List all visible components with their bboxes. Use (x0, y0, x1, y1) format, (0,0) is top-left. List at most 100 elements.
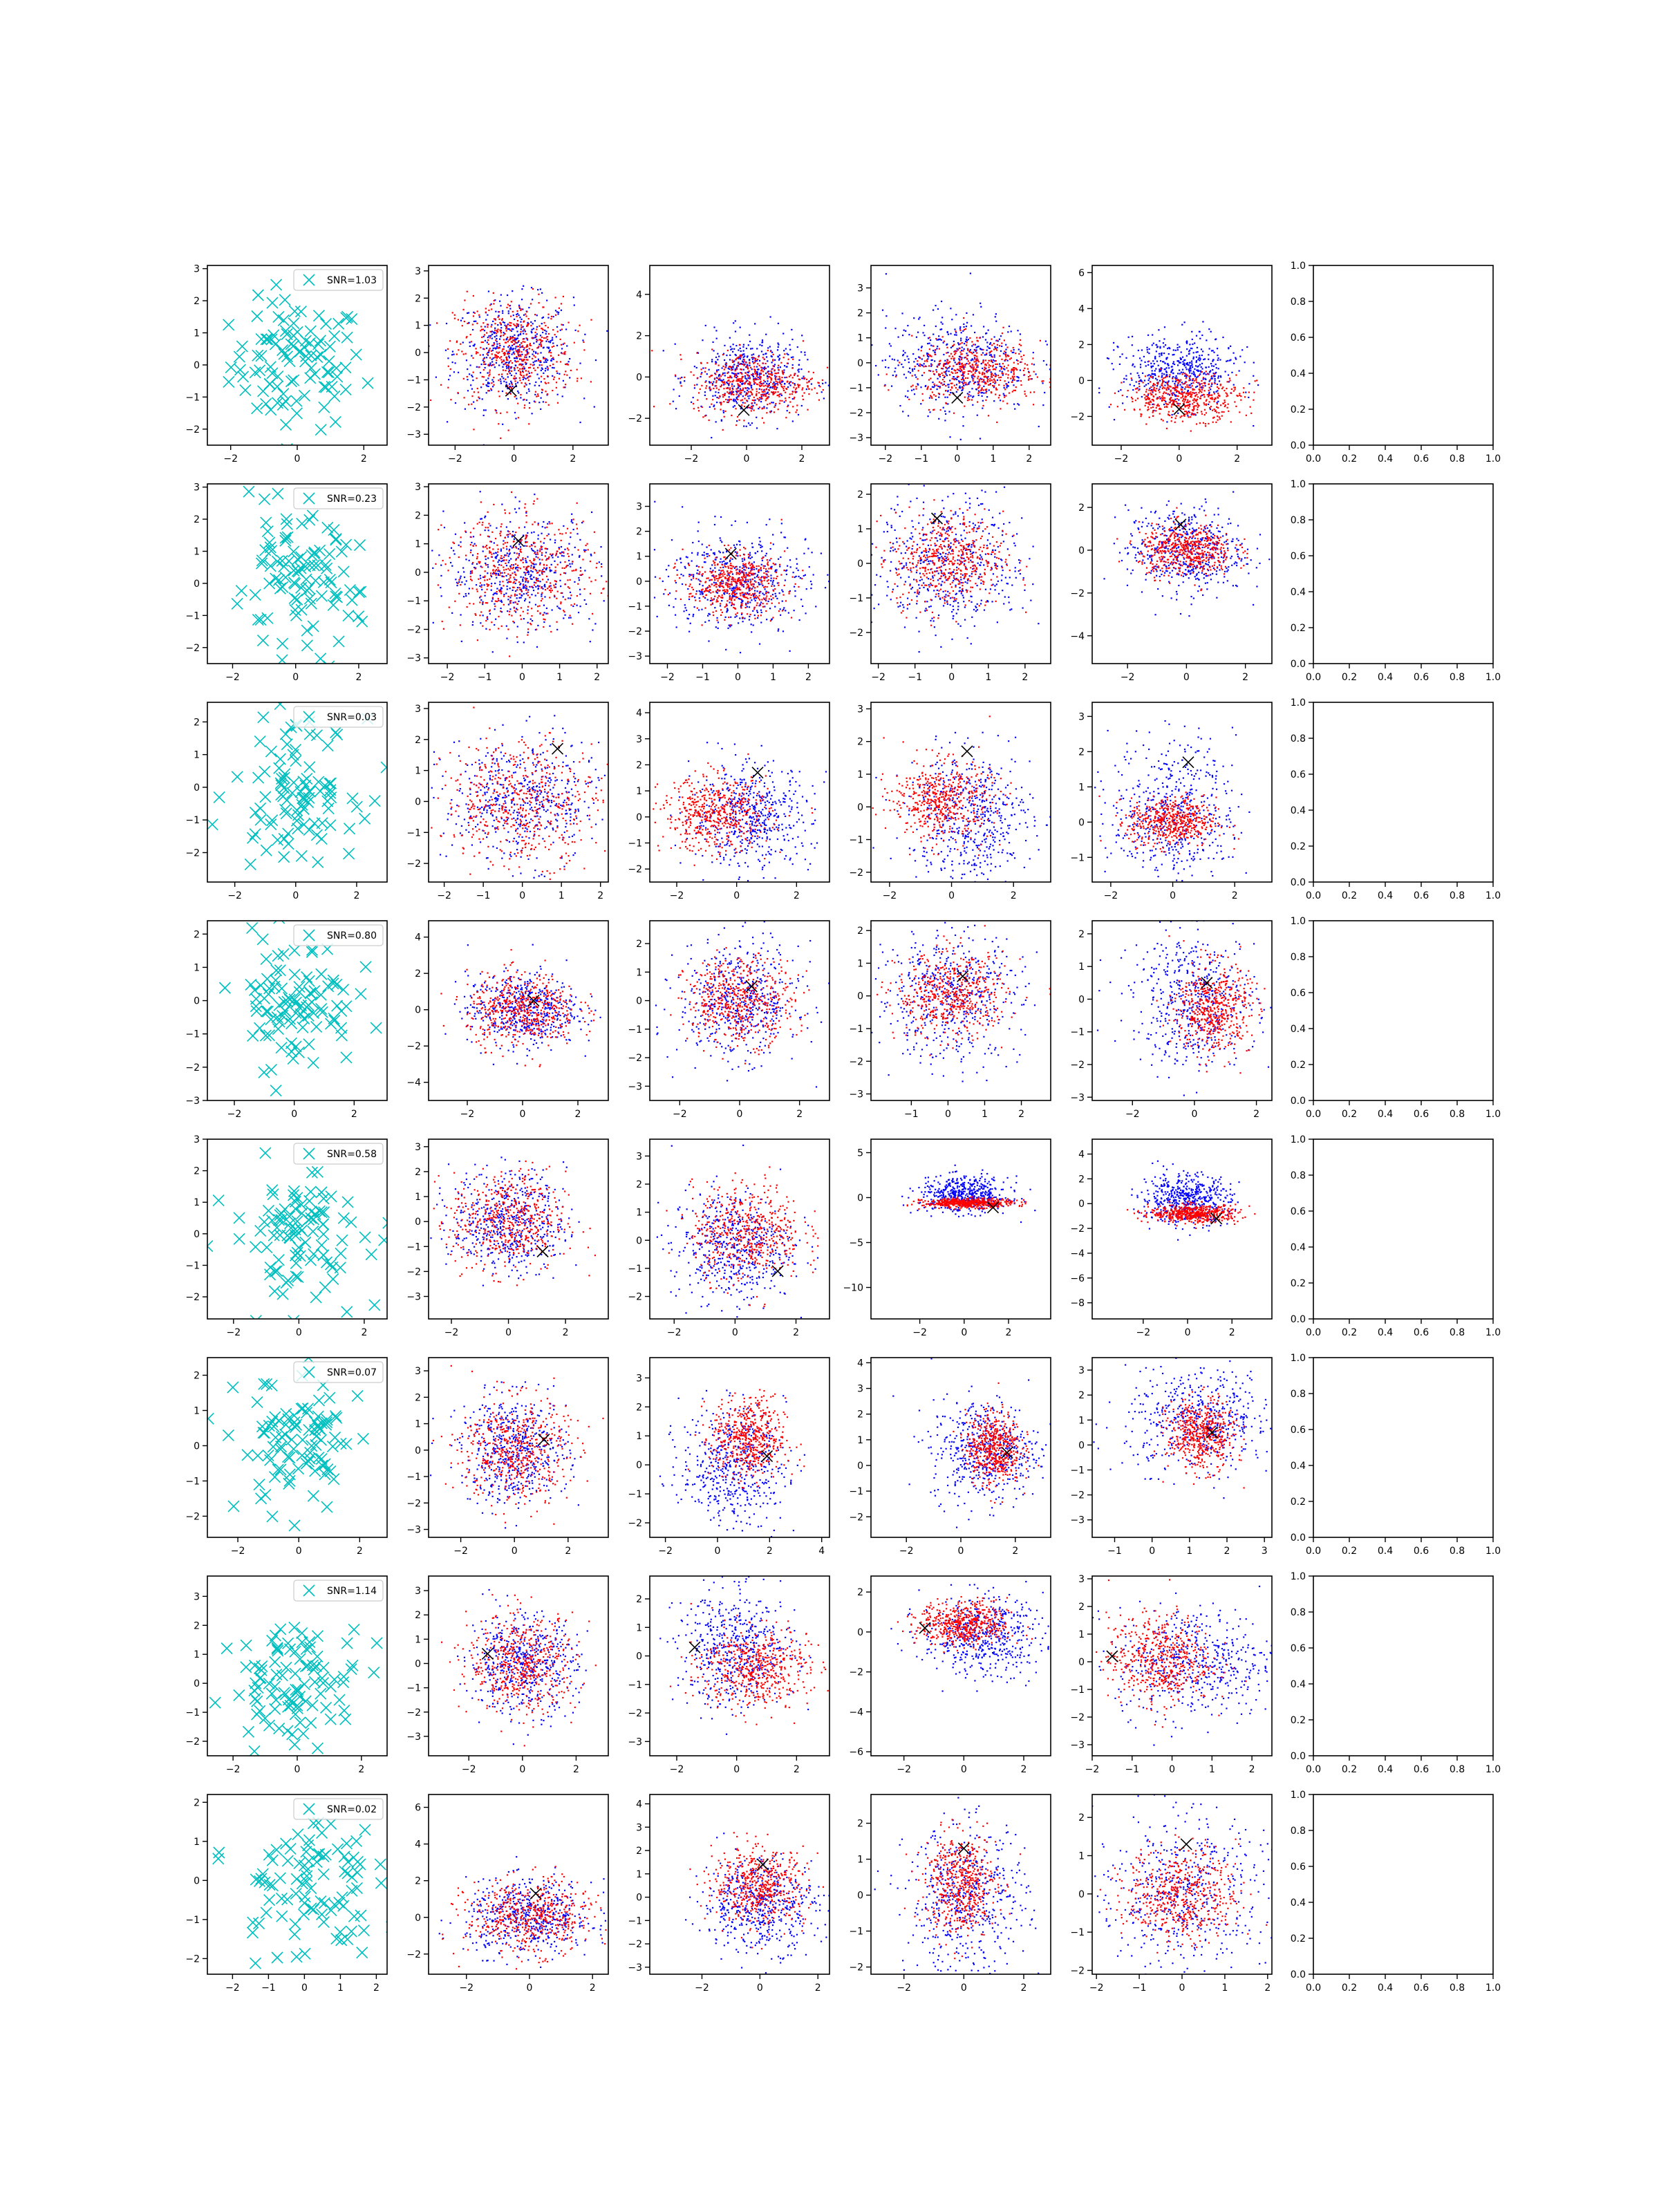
point-series-b (506, 411, 508, 413)
point-series-a (536, 333, 538, 335)
point-series-a (735, 374, 738, 376)
point-series-a (514, 411, 516, 414)
point-series-a (577, 611, 580, 614)
point-series-a (1174, 393, 1176, 396)
sample-point (276, 581, 289, 593)
point-series-a (497, 561, 499, 563)
point-series-b (964, 356, 967, 359)
point-series-a (490, 541, 492, 543)
point-series-b (500, 437, 502, 440)
point-series-a (995, 320, 997, 322)
point-series-a (783, 369, 785, 371)
point-series-a (1200, 348, 1203, 350)
point-series-a (460, 319, 462, 321)
point-series-a (547, 523, 549, 525)
point-series-a (517, 547, 520, 550)
point-series-a (1194, 368, 1196, 371)
point-series-a (954, 350, 956, 352)
point-series-a (541, 367, 543, 369)
point-series-a (1145, 384, 1147, 386)
point-series-b (1145, 388, 1147, 391)
point-series-a (1253, 424, 1255, 427)
point-series-b (731, 361, 734, 364)
point-series-a (482, 615, 484, 617)
point-series-b (1136, 391, 1138, 393)
point-series-b (543, 377, 545, 380)
point-series-a (505, 625, 507, 627)
point-series-b (740, 389, 742, 391)
point-series-b (503, 575, 505, 578)
point-series-a (451, 354, 453, 356)
point-series-a (461, 581, 463, 583)
point-series-b (1162, 397, 1164, 400)
point-series-a (542, 331, 544, 334)
point-series-b (775, 379, 777, 381)
point-series-a (526, 577, 528, 580)
point-series-b (525, 536, 527, 538)
point-series-b (519, 379, 521, 382)
y-tick-label: −2 (406, 402, 421, 413)
point-series-a (758, 374, 761, 376)
point-series-a (522, 579, 524, 581)
point-series-b (507, 359, 509, 361)
point-series-b (1136, 388, 1138, 390)
point-series-b (1003, 366, 1005, 368)
point-series-b (573, 341, 575, 344)
point-series-b (558, 548, 561, 550)
point-series-a (742, 358, 744, 361)
point-series-b (765, 395, 767, 397)
point-series-a (533, 566, 536, 568)
point-series-a (1174, 349, 1177, 351)
point-series-a (728, 396, 730, 398)
point-series-a (508, 553, 510, 555)
sample-point (260, 397, 272, 410)
point-series-b (744, 402, 746, 404)
point-series-b (1132, 397, 1134, 400)
point-series-a (579, 554, 581, 557)
point-series-a (738, 390, 740, 392)
point-series-a (500, 611, 503, 613)
point-series-a (549, 349, 551, 351)
point-series-b (1216, 403, 1218, 405)
point-series-a (1189, 349, 1191, 351)
points-layer (429, 285, 608, 445)
point-series-a (986, 346, 988, 348)
sample-point (339, 384, 352, 396)
point-series-b (488, 350, 490, 352)
point-series-b (977, 340, 979, 342)
point-series-a (487, 337, 489, 339)
point-series-b (923, 366, 925, 368)
point-series-a (1194, 342, 1196, 344)
point-series-a (531, 413, 533, 415)
point-series-b (771, 368, 774, 370)
point-series-b (975, 366, 978, 368)
point-series-a (884, 384, 886, 386)
point-series-b (750, 410, 752, 412)
point-series-b (778, 382, 780, 384)
point-series-b (775, 388, 777, 391)
point-series-a (463, 571, 465, 573)
point-series-a (1161, 352, 1163, 354)
point-series-a (1239, 355, 1241, 357)
point-series-a (521, 318, 523, 321)
points-layer (431, 491, 608, 657)
point-series-b (527, 352, 529, 354)
point-series-a (556, 606, 559, 608)
point-series-b (1158, 405, 1160, 407)
point-series-a (983, 392, 985, 394)
point-series-b (743, 420, 745, 422)
point-series-b (1181, 393, 1183, 395)
point-series-a (543, 621, 545, 624)
point-series-b (1005, 358, 1007, 361)
point-series-b (543, 306, 545, 308)
point-series-a (718, 374, 720, 376)
sample-point (233, 350, 245, 363)
point-series-b (729, 375, 731, 377)
point-series-a (571, 554, 573, 556)
point-series-b (1219, 384, 1221, 386)
point-series-a (714, 385, 716, 387)
point-series-a (908, 367, 911, 369)
point-series-b (516, 323, 518, 325)
point-series-b (888, 389, 890, 391)
point-series-a (1155, 350, 1157, 353)
